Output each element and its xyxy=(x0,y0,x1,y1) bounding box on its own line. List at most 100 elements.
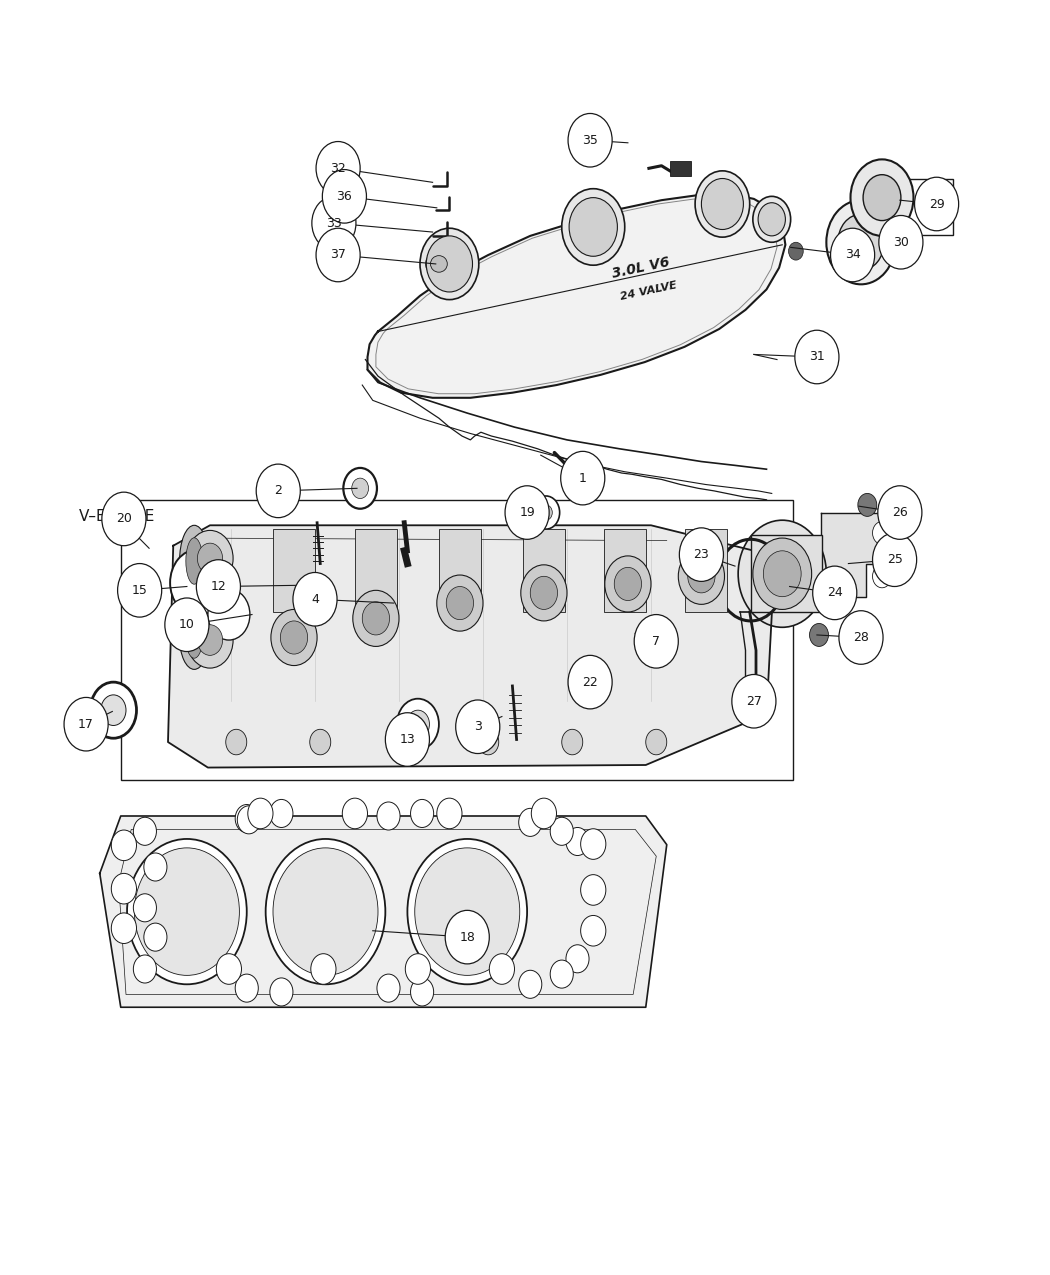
Text: 24: 24 xyxy=(827,586,842,599)
Circle shape xyxy=(134,848,239,975)
Text: 36: 36 xyxy=(336,190,353,203)
Circle shape xyxy=(581,829,606,859)
Circle shape xyxy=(456,700,500,754)
Circle shape xyxy=(678,548,724,604)
Bar xyxy=(355,529,397,612)
Circle shape xyxy=(342,798,368,829)
Circle shape xyxy=(831,228,875,282)
Circle shape xyxy=(679,528,723,581)
Circle shape xyxy=(420,228,479,300)
Circle shape xyxy=(568,113,612,167)
Circle shape xyxy=(795,330,839,384)
Circle shape xyxy=(446,586,474,620)
Circle shape xyxy=(101,695,126,725)
Circle shape xyxy=(634,615,678,668)
Circle shape xyxy=(385,713,429,766)
Circle shape xyxy=(763,551,801,597)
Text: 35: 35 xyxy=(582,134,598,147)
Ellipse shape xyxy=(180,606,209,669)
Bar xyxy=(273,529,315,612)
Text: 37: 37 xyxy=(330,249,346,261)
Circle shape xyxy=(839,611,883,664)
Text: 24 VALVE: 24 VALVE xyxy=(620,279,678,302)
Circle shape xyxy=(550,817,573,845)
Ellipse shape xyxy=(186,617,203,658)
Circle shape xyxy=(813,566,857,620)
Circle shape xyxy=(738,520,826,627)
Bar xyxy=(751,536,822,612)
Text: 17: 17 xyxy=(78,718,94,731)
Bar xyxy=(670,161,691,176)
Circle shape xyxy=(646,729,667,755)
Circle shape xyxy=(90,682,136,738)
Circle shape xyxy=(293,572,337,626)
Circle shape xyxy=(566,827,589,856)
Circle shape xyxy=(858,493,877,516)
Circle shape xyxy=(197,543,223,574)
Circle shape xyxy=(878,486,922,539)
Circle shape xyxy=(562,189,625,265)
Text: 20: 20 xyxy=(116,513,132,525)
Circle shape xyxy=(133,817,156,845)
Ellipse shape xyxy=(186,538,203,584)
Circle shape xyxy=(838,214,884,270)
Circle shape xyxy=(614,567,642,601)
Text: 33: 33 xyxy=(326,217,341,230)
Circle shape xyxy=(530,576,558,609)
Circle shape xyxy=(415,848,520,975)
Circle shape xyxy=(863,175,901,221)
Circle shape xyxy=(695,171,750,237)
Circle shape xyxy=(519,808,542,836)
Text: 29: 29 xyxy=(929,198,945,210)
Circle shape xyxy=(873,521,891,544)
Circle shape xyxy=(426,236,472,292)
Text: 19: 19 xyxy=(519,506,536,519)
Circle shape xyxy=(310,729,331,755)
Circle shape xyxy=(187,530,233,586)
Circle shape xyxy=(266,839,385,984)
Circle shape xyxy=(568,655,612,709)
Circle shape xyxy=(144,853,167,881)
Circle shape xyxy=(445,910,489,964)
Circle shape xyxy=(352,478,369,499)
Text: 3: 3 xyxy=(474,720,482,733)
Circle shape xyxy=(248,798,273,829)
Text: V–ENGINE: V–ENGINE xyxy=(79,509,155,524)
Text: 25: 25 xyxy=(886,553,903,566)
Text: 26: 26 xyxy=(892,506,907,519)
Circle shape xyxy=(753,538,812,609)
Text: 27: 27 xyxy=(746,695,762,708)
Circle shape xyxy=(605,556,651,612)
Circle shape xyxy=(437,575,483,631)
Bar xyxy=(685,529,727,612)
Text: 10: 10 xyxy=(178,618,195,631)
Circle shape xyxy=(280,621,308,654)
Circle shape xyxy=(407,839,527,984)
Circle shape xyxy=(377,974,400,1002)
Circle shape xyxy=(165,598,209,652)
Text: 1: 1 xyxy=(579,472,587,484)
Circle shape xyxy=(226,729,247,755)
Text: 34: 34 xyxy=(844,249,861,261)
Circle shape xyxy=(271,609,317,666)
Circle shape xyxy=(561,451,605,505)
Text: 13: 13 xyxy=(399,733,416,746)
Ellipse shape xyxy=(430,255,447,273)
Circle shape xyxy=(406,710,429,738)
Circle shape xyxy=(701,179,743,230)
Circle shape xyxy=(197,625,223,655)
Circle shape xyxy=(316,228,360,282)
Circle shape xyxy=(118,564,162,617)
Ellipse shape xyxy=(426,251,453,277)
Circle shape xyxy=(270,799,293,827)
Text: 28: 28 xyxy=(853,631,869,644)
Circle shape xyxy=(550,960,573,988)
Circle shape xyxy=(581,875,606,905)
Circle shape xyxy=(208,589,250,640)
Circle shape xyxy=(562,729,583,755)
Circle shape xyxy=(111,913,136,944)
Circle shape xyxy=(826,200,896,284)
Circle shape xyxy=(377,802,400,830)
Polygon shape xyxy=(100,816,667,1007)
Text: 2: 2 xyxy=(274,484,282,497)
